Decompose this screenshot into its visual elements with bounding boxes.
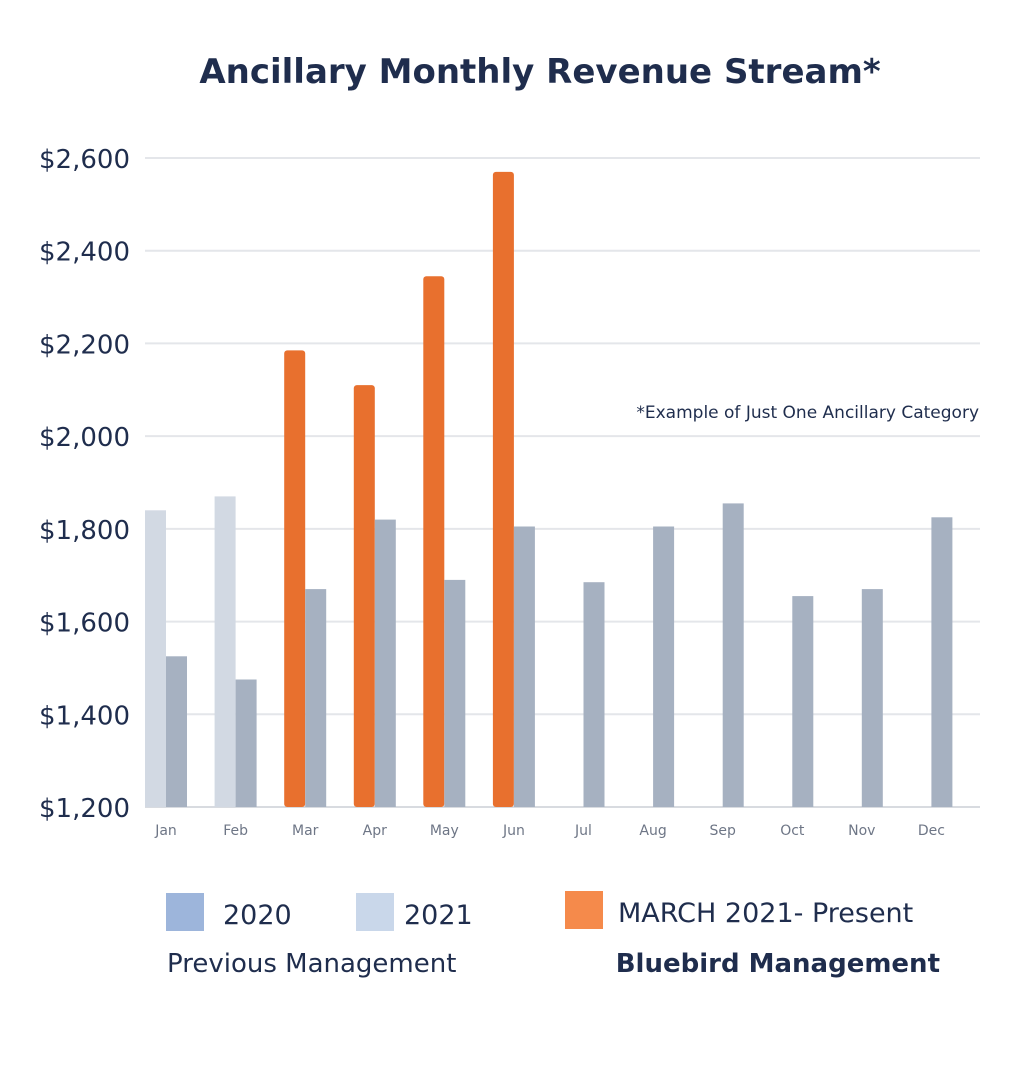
- x-tick-label: Jul: [574, 823, 592, 839]
- bar-2020-nov: [861, 589, 883, 807]
- x-tick-label: Aug: [639, 823, 666, 839]
- bar-march-2021-present-mar: [284, 350, 306, 807]
- bar-2020-jul: [583, 582, 605, 807]
- y-tick-label: $2,600: [39, 145, 130, 175]
- legend-group-label: Previous Management: [167, 949, 456, 979]
- chart-title: Ancillary Monthly Revenue Stream*: [199, 52, 881, 92]
- bar-2021-jan: [145, 510, 166, 807]
- legend-label: MARCH 2021- Present: [618, 898, 913, 929]
- y-tick-label: $2,000: [39, 423, 130, 453]
- x-tick-label: Nov: [848, 823, 875, 839]
- bars: [145, 171, 953, 807]
- y-axis-ticks: $1,200 $1,400 $1,600 $1,800 $2,000 $2,200 $2,4…: [39, 145, 130, 824]
- bar-2020-apr: [374, 519, 396, 807]
- bar-2021-feb: [214, 496, 236, 807]
- x-tick-label: May: [430, 823, 459, 839]
- x-tick-label: Mar: [292, 823, 319, 839]
- y-tick-label: $1,400: [39, 701, 130, 731]
- bar-2020-aug: [653, 526, 675, 807]
- x-tick-label: Sep: [710, 823, 737, 839]
- bar-march-2021-present-apr: [353, 385, 375, 807]
- bar-march-2021-present-may: [423, 276, 445, 807]
- legend-group-label: Bluebird Management: [616, 949, 940, 979]
- chart-annotation: *Example of Just One Ancillary Category: [636, 403, 979, 423]
- x-axis-ticks: Jan Feb Mar Apr May Jun Jul Aug Sep Oct Nov Dec: [154, 823, 945, 839]
- bar-2020-feb: [235, 679, 257, 807]
- bar-2020-jun: [513, 526, 535, 807]
- x-tick-label: Apr: [363, 823, 387, 839]
- y-tick-label: $1,800: [39, 516, 130, 546]
- bar-2020-jan: [166, 656, 187, 807]
- x-tick-label: Feb: [223, 823, 248, 839]
- x-tick-label: Jun: [502, 823, 525, 839]
- y-tick-label: $1,600: [39, 609, 130, 639]
- x-tick-label: Jan: [154, 823, 177, 839]
- bar-2020-sep: [722, 503, 744, 807]
- legend-label: 2021: [404, 900, 473, 931]
- legend-swatch: [565, 891, 603, 929]
- y-tick-label: $2,200: [39, 330, 130, 360]
- x-tick-label: Dec: [918, 823, 945, 839]
- legend-label: 2020: [223, 900, 292, 931]
- bar-march-2021-present-jun: [492, 171, 514, 807]
- legend: 2020 2021 MARCH 2021- Present Previous Mana…: [166, 891, 940, 979]
- bar-2020-oct: [792, 596, 814, 807]
- bar-2020-may: [444, 579, 466, 807]
- grid-lines: [145, 157, 980, 808]
- legend-swatch: [166, 893, 204, 931]
- y-tick-label: $1,200: [39, 794, 130, 824]
- bar-2020-mar: [305, 589, 327, 807]
- y-tick-label: $2,400: [39, 238, 130, 268]
- x-tick-label: Oct: [780, 823, 805, 839]
- bar-2020-dec: [931, 517, 953, 807]
- legend-swatch: [356, 893, 394, 931]
